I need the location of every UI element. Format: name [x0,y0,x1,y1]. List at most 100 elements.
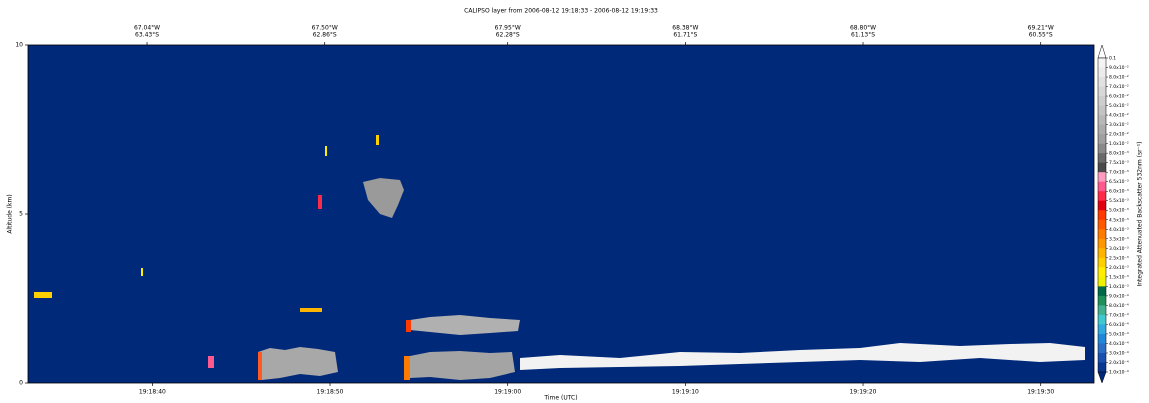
colorbar-segment [1098,153,1106,163]
speck [208,356,214,368]
top-tick-lon: 69.21°W [1028,25,1054,32]
colorbar-segment [1098,58,1106,68]
colorbar-over [1097,44,1107,59]
colorbar-segment [1098,181,1106,192]
aerosol-layer [410,315,520,335]
aerosol-layer [410,351,515,380]
colorbar-tick-label: 6.0x10⁻⁴ [1109,322,1129,328]
colorbar-tick-label: 3.0x10⁻² [1109,122,1129,128]
colorbar-tick-label: 5.0x10⁻³ [1109,208,1129,214]
y-axis-label: Altitude (km) [7,194,14,233]
colorbar-segment [1098,295,1106,306]
colorbar-tick-label: 6.0x10⁻³ [1109,189,1129,195]
colorbar-tick-label: 4.5x10⁻³ [1109,217,1129,223]
y-tick-label: 5 [19,211,23,218]
colorbar-tick-label: 7.0x10⁻² [1109,84,1129,90]
colorbar-label: Integrated Attenuated Backscatter 532nm … [1137,141,1144,286]
colorbar-segment [1098,248,1106,259]
y-tick-label: 0 [19,380,23,387]
top-tick-lat: 61.13°S [851,32,875,39]
colorbar-segment [1098,276,1106,287]
x-tick-label: 19:18:50 [317,389,344,396]
colorbar-tick-label: 1.5x10⁻³ [1109,274,1129,280]
colorbar-tick-label: 8.0x10⁻² [1109,75,1129,81]
top-tick-lat: 61.71°S [673,32,697,39]
colorbar-segment [1098,238,1106,249]
colorbar-tick-label: 5.5x10⁻³ [1109,198,1129,204]
colorbar-tick-label: 8.0x10⁻³ [1109,151,1129,157]
top-tick-lon: 67.95°W [495,25,521,32]
colorbar-tick-label: 8.0x10⁻⁴ [1109,303,1129,309]
colorbar-tick-label: 7.0x10⁻³ [1109,170,1129,176]
colorbar-segment [1098,257,1106,268]
colorbar-tick-label: 1.0x10⁻³ [1109,284,1129,290]
colorbar-segment [1098,267,1106,278]
colorbar-tick-label: 4.0x10⁻³ [1109,227,1129,233]
colorbar-segment [1098,105,1106,116]
top-tick-lat: 60.55°S [1029,32,1053,39]
colorbar-segment [1098,229,1106,240]
colorbar-tick-label: 9.0x10⁻² [1109,65,1129,71]
colorbar-segment [1098,115,1106,125]
colorbar-segment [1098,77,1106,87]
colorbar-tick-label: 5.0x10⁻² [1109,103,1129,109]
colorbar-tick-label: 9.0x10⁻⁴ [1109,293,1129,299]
cloud-layer [520,343,1085,370]
x-tick-label: 19:19:20 [850,389,877,396]
speck [318,195,322,209]
x-tick-label: 19:19:30 [1027,389,1054,396]
speck [376,135,379,145]
colorbar-tick-label: 6.0x10⁻² [1109,94,1129,100]
colorbar-tick-label: 5.0x10⁻⁴ [1109,331,1129,337]
colorbar-segment [1098,305,1106,316]
top-tick-lon: 68.38°W [672,25,698,32]
colorbar-segment [1098,219,1106,230]
colorbar-tick-label: 3.0x10⁻⁴ [1109,350,1129,356]
colorbar-tick-label: 3.0x10⁻³ [1109,246,1129,252]
top-tick-lat: 63.43°S [135,32,159,39]
colorbar-tick-label: 3.5x10⁻³ [1109,236,1129,242]
colorbar-segment [1098,333,1106,344]
cloud-layer [363,178,404,218]
speck [406,320,411,332]
colorbar-tick-label: 2.5x10⁻³ [1109,255,1129,261]
colorbar-segment [1098,67,1106,78]
colorbar-segment [1098,134,1106,144]
aerosol-layer [258,347,338,380]
top-tick-lon: 67.04°W [134,25,160,32]
colorbar-segment [1098,343,1106,354]
colorbar-segment [1098,143,1106,154]
colorbar-segment [1098,314,1106,325]
colorbar-segment [1098,172,1106,182]
colorbar-segment [1098,86,1106,97]
speck [258,352,262,380]
colorbar-tick-label: 6.5x10⁻³ [1109,179,1129,185]
colorbar-frame [1097,57,1107,373]
speck [141,268,143,276]
x-tick-label: 19:19:10 [672,389,699,396]
colorbar-tick-label: 2.0x10⁻⁴ [1109,360,1129,366]
x-tick-label: 19:18:40 [139,389,166,396]
speck [325,146,327,156]
colorbar-tick-label: 0.1 [1109,56,1116,62]
colorbar-tick-label: 4.0x10⁻⁴ [1109,341,1129,347]
top-tick-lat: 62.28°S [496,32,520,39]
colorbar-segment [1098,210,1106,221]
colorbar-segment [1098,191,1106,202]
colorbar-segment [1098,162,1106,173]
colorbar-segment [1098,352,1106,363]
colorbar-segment [1098,96,1106,106]
colorbar-segment [1098,362,1106,373]
colorbar-tick-label: 1.0x10⁻⁴ [1109,370,1129,376]
y-tick-label: 10 [15,42,23,49]
speck [34,292,52,298]
speck [404,356,410,380]
top-tick-lon: 67.50°W [312,25,338,32]
colorbar-tick-label: 2.0x10⁻² [1109,132,1129,138]
top-tick-lat: 62.86°S [313,32,337,39]
colorbar-tick-label: 7.0x10⁻⁴ [1109,312,1129,318]
colorbar-segment [1098,200,1106,211]
x-tick-label: 19:19:00 [494,389,521,396]
colorbar-segment [1098,124,1106,135]
